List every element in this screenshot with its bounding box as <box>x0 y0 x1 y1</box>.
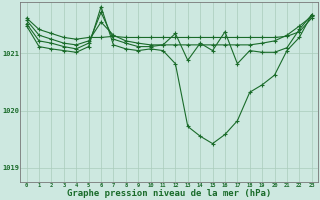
X-axis label: Graphe pression niveau de la mer (hPa): Graphe pression niveau de la mer (hPa) <box>67 189 271 198</box>
